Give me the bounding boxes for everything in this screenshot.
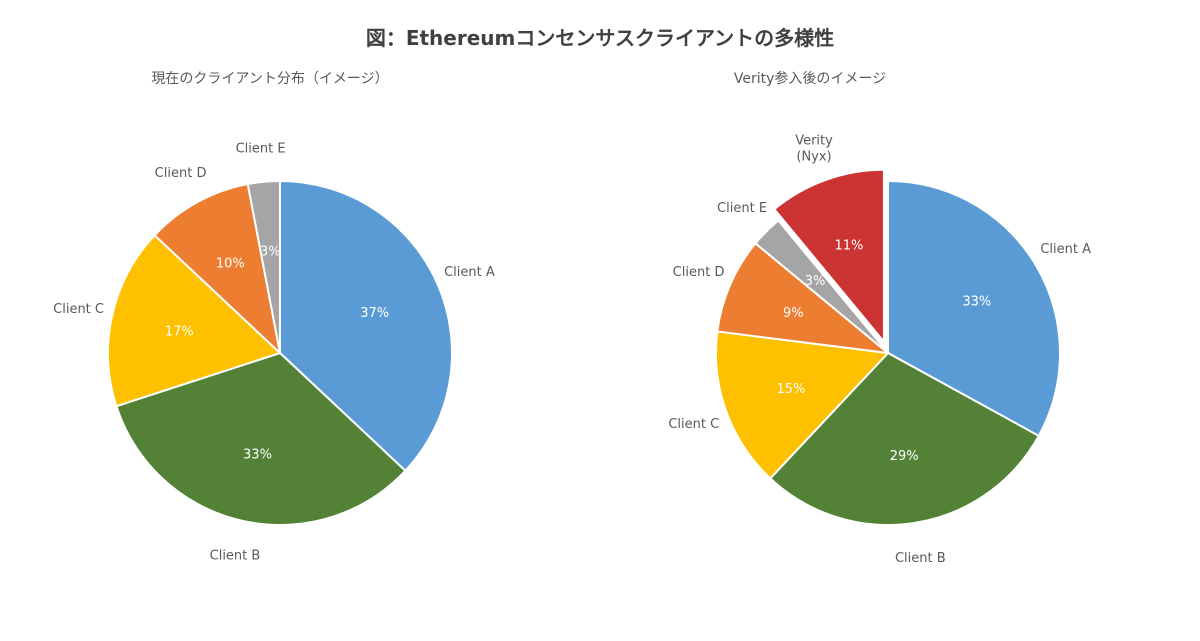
data-label: 33% <box>962 294 991 309</box>
category-label: Verity (Nyx) <box>795 134 833 165</box>
data-label: 33% <box>243 448 272 463</box>
pie-slice-client-a <box>887 179 1061 438</box>
figure-title: 図：Ethereumコンセンサスクライアントの多様性 <box>365 26 835 50</box>
category-label: Client C <box>53 302 104 317</box>
category-label: Client E <box>717 201 767 216</box>
data-label: 3% <box>805 274 826 289</box>
pie-slice-client-d <box>716 241 892 355</box>
data-label: 17% <box>165 324 194 339</box>
data-label: 11% <box>835 239 864 254</box>
category-label: Client C <box>668 417 719 432</box>
category-label: Client B <box>210 548 261 563</box>
data-label: 9% <box>783 306 804 321</box>
pie-slice-client-d <box>153 182 282 356</box>
data-label: 3% <box>260 244 281 259</box>
pie-slice-client-b <box>768 351 1041 526</box>
category-label: Client D <box>673 265 725 280</box>
chart-title-verity: Verity参入後のイメージ <box>733 71 887 87</box>
pie-slice-client-e <box>246 179 281 354</box>
category-label: Client B <box>895 551 946 566</box>
category-label: Client D <box>155 166 207 181</box>
category-label: Client A <box>1040 242 1091 257</box>
data-label: 29% <box>890 449 919 464</box>
pie-slice-client-c <box>715 330 891 480</box>
data-label: 37% <box>360 306 389 321</box>
pie-slice-client-a <box>279 179 453 473</box>
category-label: Client E <box>236 142 286 157</box>
data-label: 10% <box>216 257 245 272</box>
category-label: Client A <box>444 265 495 280</box>
pie-chart-0: 37% Client A 33% Client B 17% Client C 10% Clie… <box>53 142 495 564</box>
chart-title-current: 現在のクライアント分布（イメージ） <box>151 71 389 87</box>
pie-chart-1: 33% Client A 29% Client B 15% Client C 9% Clien… <box>668 134 1091 566</box>
pie-slice-client-b <box>115 351 407 526</box>
data-label: 15% <box>776 382 805 397</box>
pie-slice-client-e <box>754 219 889 354</box>
pie-slice-verity <box>772 168 885 345</box>
pie-slice-client-c <box>107 233 282 408</box>
